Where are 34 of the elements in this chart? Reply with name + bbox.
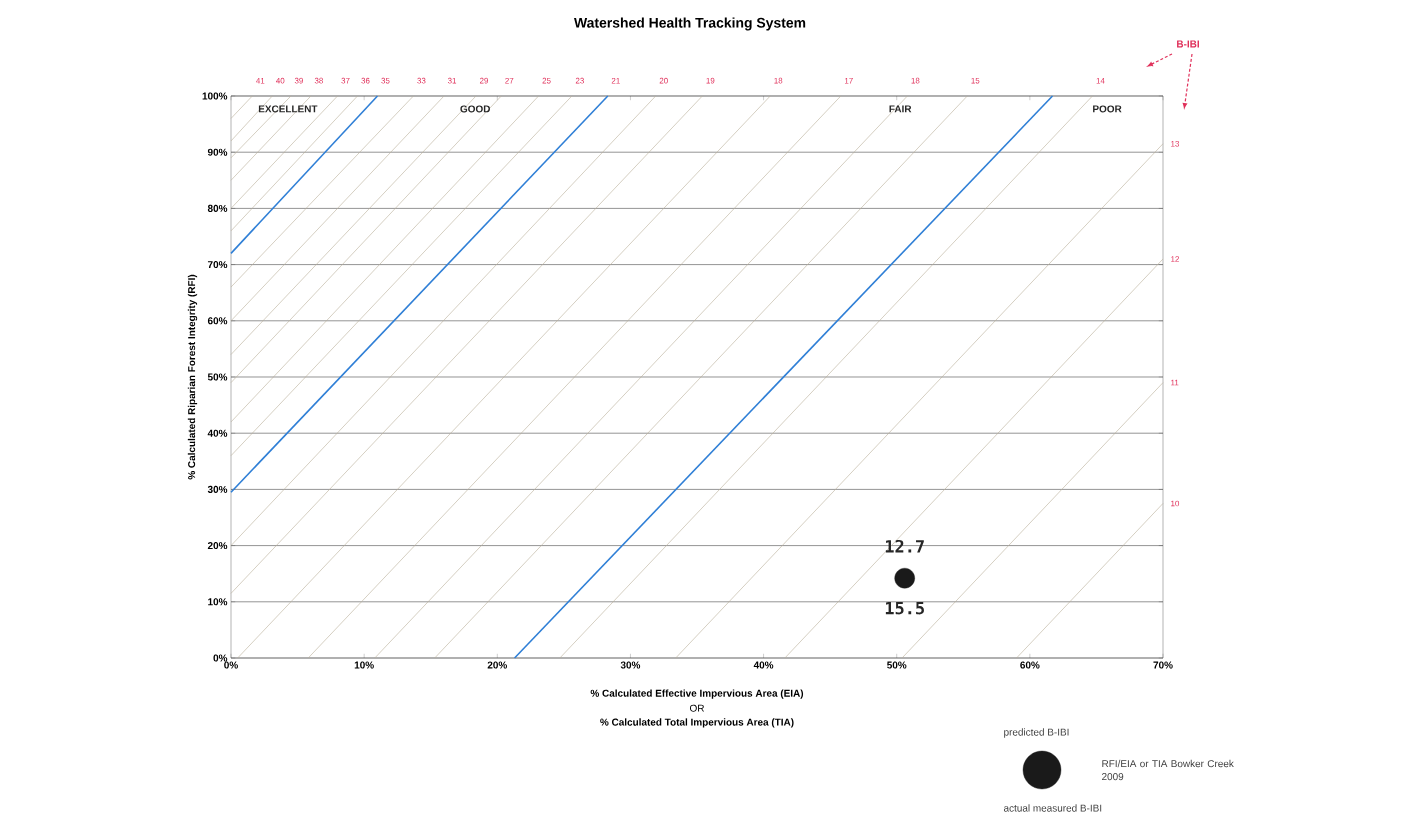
- text: B-IBI: [1177, 40, 1199, 48]
- y-tick-label: 10%: [208, 598, 228, 606]
- y-tick-label: 30%: [207, 485, 228, 493]
- text: actual measured B-IBI: [1003, 804, 1102, 812]
- annotation: EXCELLENT: [258, 105, 318, 113]
- text: RFI/EIA or TIA Bowker Creek 2009: [1102, 759, 1234, 781]
- x-tick-label: 60%: [1020, 661, 1040, 669]
- y-tick-label: 100%: [202, 92, 228, 100]
- annotation: POOR: [1093, 105, 1122, 113]
- x-tick-label: 0%: [224, 661, 238, 669]
- annotation: FAIR: [889, 105, 912, 113]
- x-tick-label: 50%: [887, 661, 907, 669]
- text: predicted B-IBI: [1004, 728, 1069, 738]
- x-tick-label: 30%: [620, 661, 641, 669]
- y-tick-label: 80%: [207, 204, 228, 212]
- x-tick-label: 40%: [753, 661, 774, 669]
- chart-title: Watershed Health Tracking System: [574, 17, 806, 31]
- annotation: 12.7: [885, 539, 924, 553]
- y-tick-label: 70%: [207, 261, 228, 269]
- y-tick-label: 90%: [207, 148, 228, 156]
- x-tick-label: 70%: [1153, 661, 1173, 669]
- annotation: 15.5: [885, 601, 924, 615]
- y-tick-label: 60%: [207, 317, 228, 325]
- x-tick-label: 20%: [487, 661, 507, 669]
- y-axis-title: % Calculated Riparian Forest Integrity (RFI): [187, 274, 198, 480]
- text: % Calculated Total Impervious Area (TIA): [600, 718, 794, 728]
- y-tick-label: 50%: [207, 373, 228, 381]
- y-tick-label: 40%: [207, 429, 228, 437]
- x-tick-label: 10%: [354, 661, 374, 669]
- y-tick-label: 0%: [213, 654, 228, 662]
- y-tick-label: 20%: [207, 542, 228, 550]
- x-axis-title: % Calculated Effective Impervious Area (EIA): [590, 689, 804, 699]
- annotation: GOOD: [460, 105, 490, 113]
- text: OR: [690, 704, 705, 712]
